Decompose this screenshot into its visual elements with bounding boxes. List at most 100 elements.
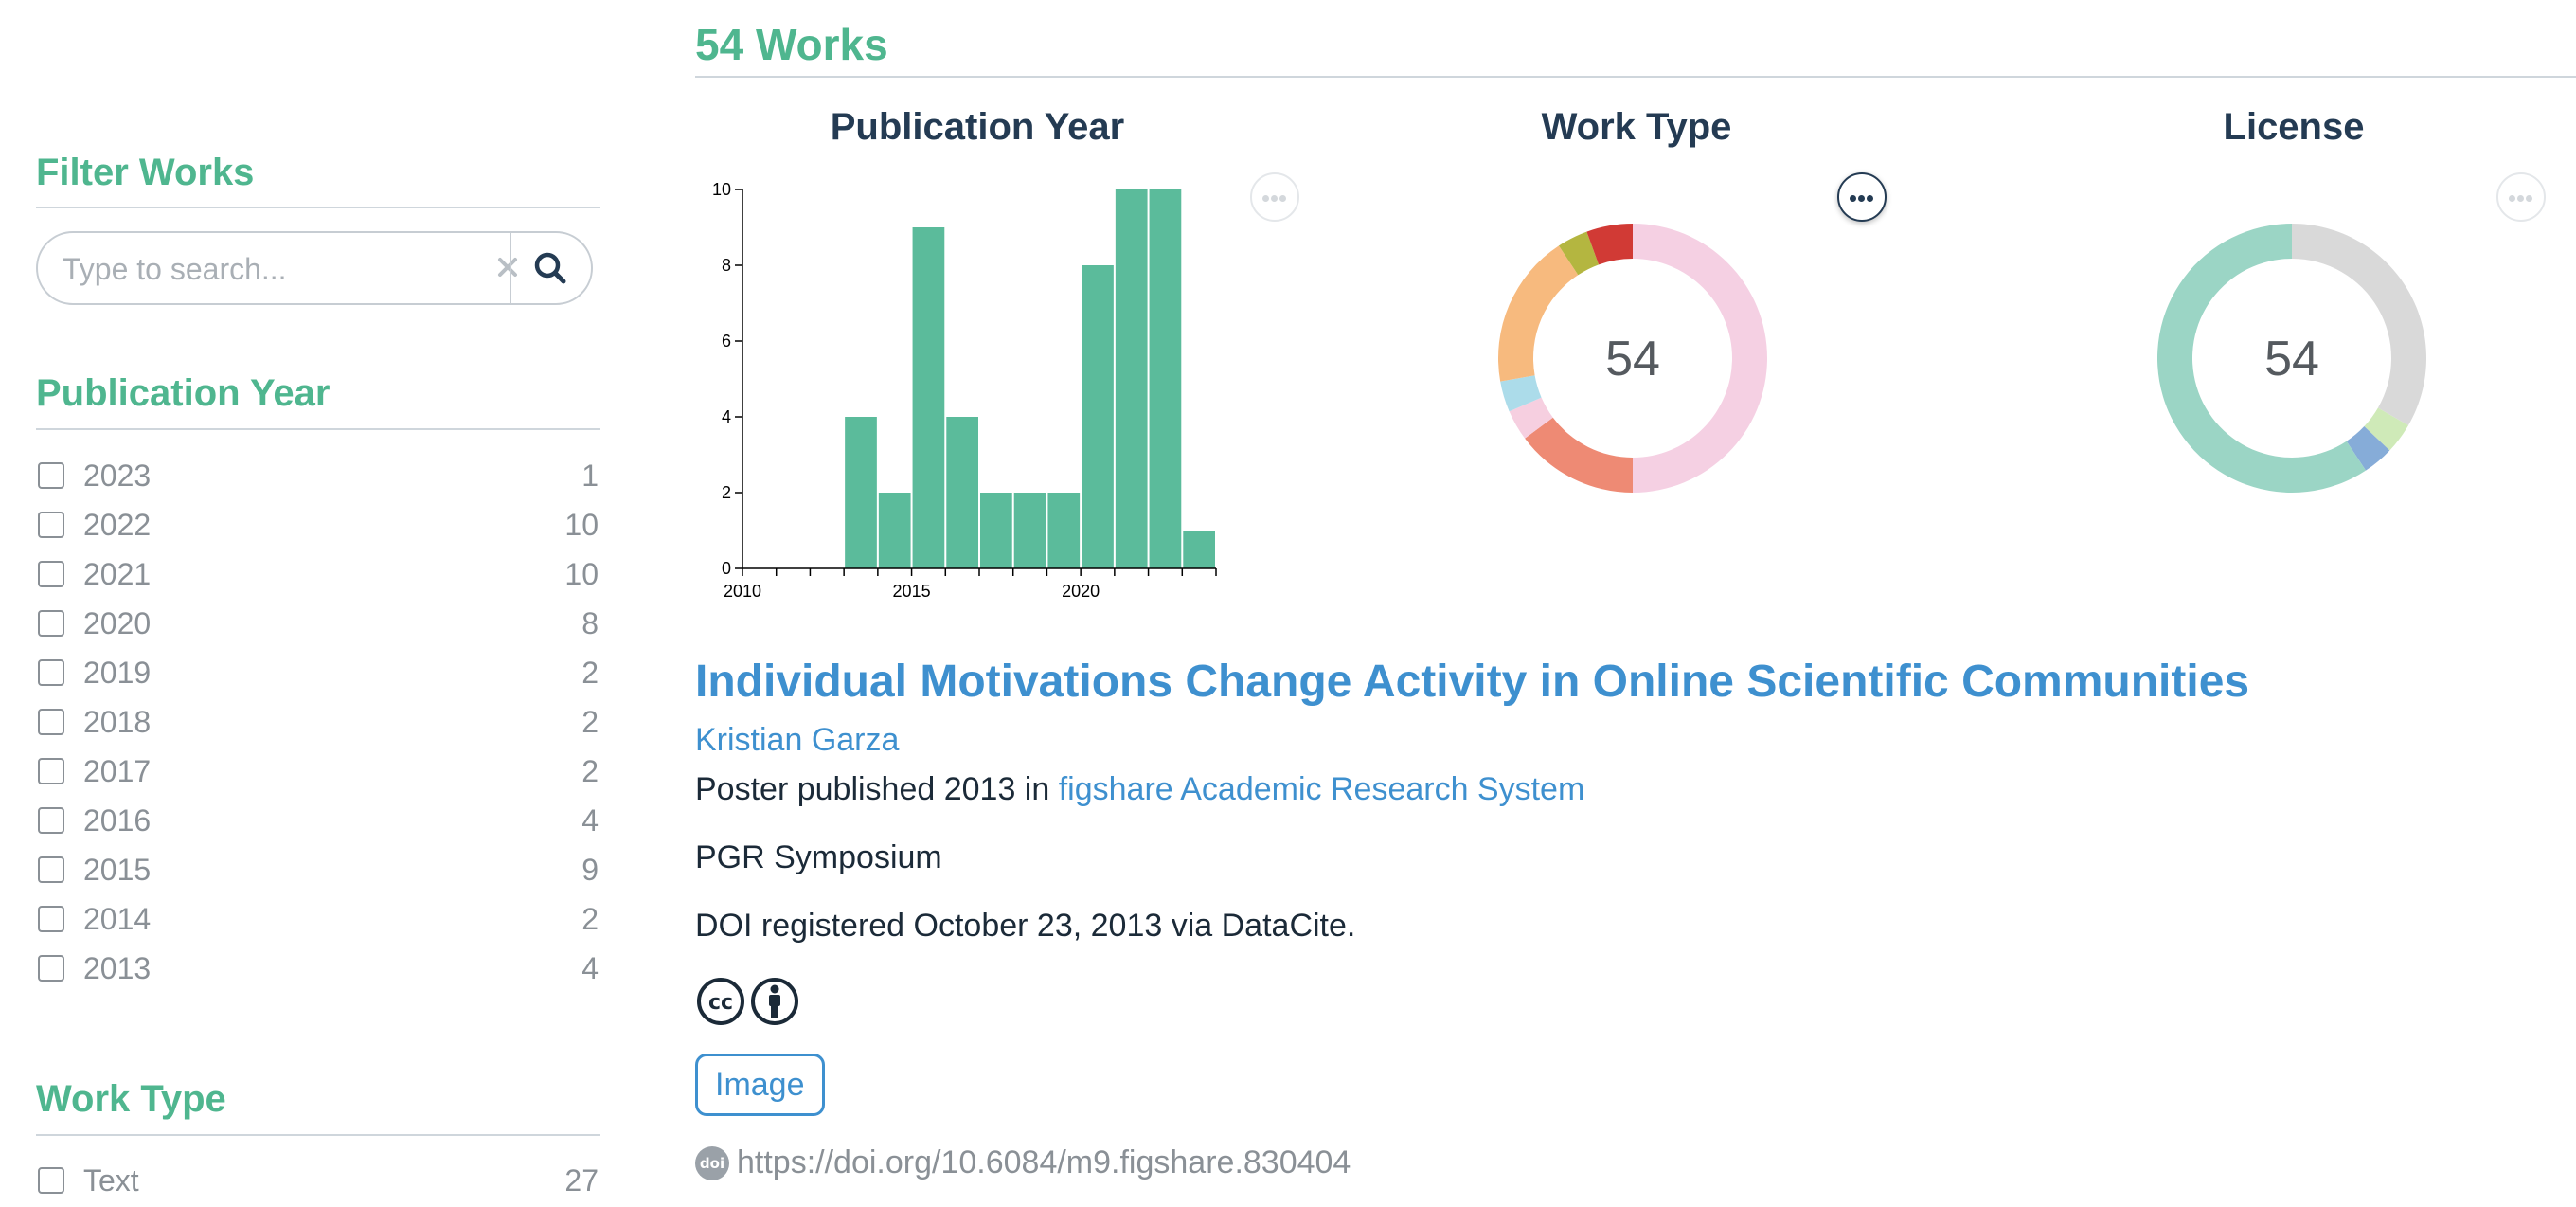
more-icon <box>1850 195 1856 202</box>
publication-year-facet-label: 2018 <box>83 705 152 739</box>
license-icons[interactable]: cc <box>695 976 801 1027</box>
work-type-facet-item[interactable]: Text 27 <box>36 1158 600 1207</box>
license-total-label: 54 <box>2264 332 2319 387</box>
bar-2018[interactable] <box>1013 493 1046 568</box>
work-type-tag[interactable]: Image <box>695 1054 825 1116</box>
clear-search-icon[interactable] <box>487 246 528 288</box>
bar-2016[interactable] <box>946 417 978 568</box>
creative-commons-icon: cc <box>697 978 744 1025</box>
bar-2021[interactable] <box>1115 189 1148 568</box>
publication-year-chart-menu-button[interactable] <box>1250 172 1299 222</box>
work-type-slice-6[interactable] <box>1586 224 1633 265</box>
bar-2015[interactable] <box>912 227 945 568</box>
publication-year-facet-item[interactable]: 2021 10 <box>36 551 600 601</box>
publication-year-facet-item[interactable]: 2023 1 <box>36 453 600 502</box>
work-type-facet-heading: Work Type <box>36 1078 226 1120</box>
bar-2017[interactable] <box>980 493 1012 568</box>
publication-year-facet-item[interactable]: 2019 2 <box>36 650 600 699</box>
bar-2023[interactable] <box>1183 531 1215 568</box>
publication-year-facet-label: 2014 <box>83 902 152 936</box>
work-type-slice-4[interactable] <box>1498 245 1579 382</box>
y-tick-label: 4 <box>722 407 731 426</box>
bar-2014[interactable] <box>878 493 911 568</box>
license-slice-3[interactable] <box>2157 224 2367 493</box>
work-author-link[interactable]: Kristian Garza <box>695 722 900 758</box>
publication-year-facet-item[interactable]: 2014 2 <box>36 896 600 946</box>
work-published-prefix: Poster published 2013 in <box>695 771 1059 807</box>
publication-year-facet-label: 2015 <box>83 853 152 887</box>
publication-year-facet-checkbox[interactable] <box>38 512 64 538</box>
license-slice-2[interactable] <box>2346 426 2390 471</box>
publication-year-facet-item[interactable]: 2015 9 <box>36 847 600 896</box>
publication-year-facet-item[interactable]: 2017 2 <box>36 748 600 798</box>
publication-year-facet-count: 4 <box>581 803 599 838</box>
publication-year-facet-count: 8 <box>581 606 599 640</box>
publication-year-facet-checkbox[interactable] <box>38 906 64 932</box>
work-type-total-label: 54 <box>1605 332 1660 387</box>
publication-year-facet-count: 2 <box>581 656 599 690</box>
publication-year-facet-checkbox[interactable] <box>38 807 64 834</box>
search-input[interactable] <box>61 244 462 294</box>
search-divider <box>510 233 511 303</box>
publication-year-facet-checkbox[interactable] <box>38 610 64 637</box>
publication-year-facet-checkbox[interactable] <box>38 856 64 883</box>
publication-year-facet-label: 2019 <box>83 656 152 690</box>
bar-2020[interactable] <box>1082 265 1114 568</box>
work-type-slice-2[interactable] <box>1509 397 1553 439</box>
publication-year-facet-item[interactable]: 2018 2 <box>36 699 600 748</box>
more-icon-dot <box>2526 195 2532 202</box>
publication-year-facet-item[interactable]: 2016 4 <box>36 798 600 847</box>
work-type-slice-1[interactable] <box>1525 417 1633 493</box>
publication-year-facet-list: 2023 1 2022 10 2021 10 2020 8 2019 2 2018 2 2017 2 201… <box>36 453 600 995</box>
license-donut-chart: 54 <box>2157 224 2426 493</box>
publication-year-facet-label: 2022 <box>83 508 152 542</box>
x-tick-label: 2015 <box>893 582 931 601</box>
work-type-slice-5[interactable] <box>1558 231 1600 276</box>
publication-year-facet-item[interactable]: 2022 10 <box>36 502 600 551</box>
publication-year-facet-count: 10 <box>564 557 599 591</box>
work-publisher-link[interactable]: figshare Academic Research System <box>1058 771 1585 807</box>
publication-year-facet-checkbox[interactable] <box>38 561 64 587</box>
publication-year-facet-checkbox[interactable] <box>38 955 64 982</box>
y-tick-label: 2 <box>722 483 731 502</box>
publication-year-facet-label: 2016 <box>83 803 152 838</box>
y-tick-label: 0 <box>722 559 731 578</box>
y-tick-label: 6 <box>722 332 731 351</box>
work-type-slice-3[interactable] <box>1500 375 1542 412</box>
more-icon-dot <box>1867 195 1873 202</box>
doi-url-link[interactable]: https://doi.org/10.6084/m9.figshare.8304… <box>737 1144 1351 1180</box>
bar-2013[interactable] <box>845 417 877 568</box>
work-doi-registered: DOI registered October 23, 2013 via Data… <box>695 908 1356 944</box>
svg-text:cc: cc <box>708 991 733 1015</box>
y-tick-label: 8 <box>722 256 731 275</box>
work-title-link[interactable]: Individual Motivations Change Activity i… <box>695 657 2250 707</box>
attribution-icon <box>751 978 798 1025</box>
publication-year-facet-item[interactable]: 2020 8 <box>36 601 600 650</box>
search-button[interactable] <box>511 233 591 303</box>
publication-year-facet-count: 4 <box>581 951 599 985</box>
publication-year-facet-item[interactable]: 2013 4 <box>36 946 600 995</box>
publication-year-facet-count: 1 <box>581 459 599 493</box>
publication-year-facet-checkbox[interactable] <box>38 659 64 686</box>
filter-works-heading: Filter Works <box>36 152 255 193</box>
bar-2022[interactable] <box>1149 189 1182 568</box>
publication-year-facet-checkbox[interactable] <box>38 709 64 735</box>
publication-year-chart-title: Publication Year <box>830 106 1125 148</box>
publication-year-bar-chart: 0 2 4 6 8 10 2010 2015 2020 <box>712 180 1217 601</box>
more-icon-dot <box>1271 195 1278 202</box>
work-description: PGR Symposium <box>695 839 942 875</box>
work-type-slice-0[interactable] <box>1633 224 1767 493</box>
publication-year-facet-count: 9 <box>581 853 599 887</box>
license-slice-0[interactable] <box>2292 224 2426 425</box>
license-slice-1[interactable] <box>2364 407 2408 451</box>
license-chart-menu-button[interactable] <box>2496 172 2546 222</box>
publication-year-facet-checkbox[interactable] <box>38 462 64 489</box>
work-type-facet-checkbox[interactable] <box>38 1167 64 1194</box>
work-type-chart-menu-button[interactable] <box>1837 172 1887 222</box>
publication-year-facet-checkbox[interactable] <box>38 758 64 784</box>
more-icon <box>2509 195 2515 202</box>
bar-2019[interactable] <box>1047 493 1081 568</box>
publication-year-facet-count: 2 <box>581 705 599 739</box>
more-icon-dot <box>1279 195 1286 202</box>
more-icon-dot <box>2517 195 2524 202</box>
